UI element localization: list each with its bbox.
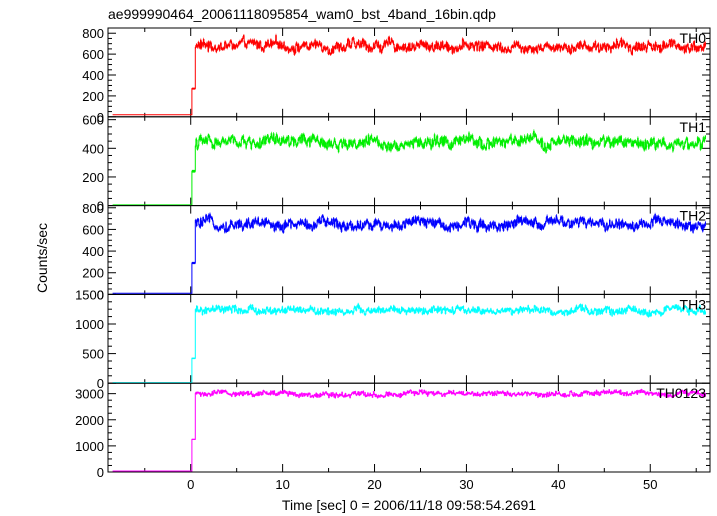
y-tick-label: 600: [82, 113, 104, 128]
y-tick-label: 800: [82, 201, 104, 216]
y-tick-label: 3000: [75, 387, 104, 402]
y-axis-label: Counts/sec: [34, 223, 50, 293]
y-tick-label: 600: [82, 47, 104, 62]
panel-frame: [107, 382, 711, 473]
panel-frame: [107, 116, 711, 207]
error-bars-th1: [191, 129, 706, 173]
y-tick-label: 800: [82, 26, 104, 41]
y-tick-label: 400: [82, 141, 104, 156]
y-tick-label: 500: [82, 347, 104, 362]
error-bars-th0: [191, 33, 706, 90]
y-tick-label: 0: [97, 376, 104, 391]
y-tick-label: 0: [97, 199, 104, 214]
x-axis: 0 10 20 30 40 50: [187, 477, 657, 492]
panel-th0: 0 200 400 600 800 TH0: [82, 26, 711, 125]
panel-label-th0123: TH0123: [656, 385, 706, 401]
series-line-th3: [112, 303, 706, 384]
x-tick-label: 30: [459, 477, 473, 492]
y-tick-label: 0: [97, 110, 104, 125]
panel-label-th0: TH0: [680, 30, 707, 46]
y-tick-label: 200: [82, 170, 104, 185]
error-bars-th3: [191, 302, 706, 360]
y-tick-label: 400: [82, 68, 104, 83]
panel-label-th3: TH3: [680, 296, 707, 312]
series-line-th0123: [112, 389, 706, 472]
x-tick-label: 40: [551, 477, 565, 492]
panel-th0123: 0 1000 2000 3000 TH0123: [75, 382, 711, 480]
y-tick-label: 1000: [75, 439, 104, 454]
x-axis-label: Time [sec] 0 = 2006/11/18 09:58:54.2691: [282, 497, 536, 513]
chart-title: ae999990464_20061118095854_wam0_bst_4ban…: [108, 6, 496, 22]
y-tick-label: 600: [82, 222, 104, 237]
y-tick-label: 400: [82, 244, 104, 259]
panel-stack: 0 200 400 600 800 TH0 0 200 400 600 TH1 0 200 400 600 8…: [75, 26, 711, 480]
panel-th2: 0 200 400 600 800 TH2: [82, 201, 711, 302]
error-bars-th2: [191, 212, 706, 265]
panel-th1: 0 200 400 600 TH1: [82, 113, 711, 214]
y-tick-label: 0: [97, 287, 104, 302]
y-tick-label: 2000: [75, 413, 104, 428]
error-bars-th0123: [191, 388, 706, 440]
x-tick-label: 20: [367, 477, 381, 492]
panel-label-th2: TH2: [680, 208, 707, 224]
y-tick-label: 0: [97, 465, 104, 480]
y-tick-label: 200: [82, 89, 104, 104]
y-tick-label: 200: [82, 266, 104, 281]
y-tick-label: 1500: [75, 287, 104, 302]
panel-label-th1: TH1: [680, 119, 707, 135]
y-tick-label: 1000: [75, 317, 104, 332]
x-tick-label: 0: [187, 477, 194, 492]
x-tick-label: 10: [275, 477, 289, 492]
x-tick-label: 50: [643, 477, 657, 492]
series-line-th0: [112, 35, 706, 116]
panel-th3: 0 500 1000 1500 TH3: [75, 287, 711, 391]
